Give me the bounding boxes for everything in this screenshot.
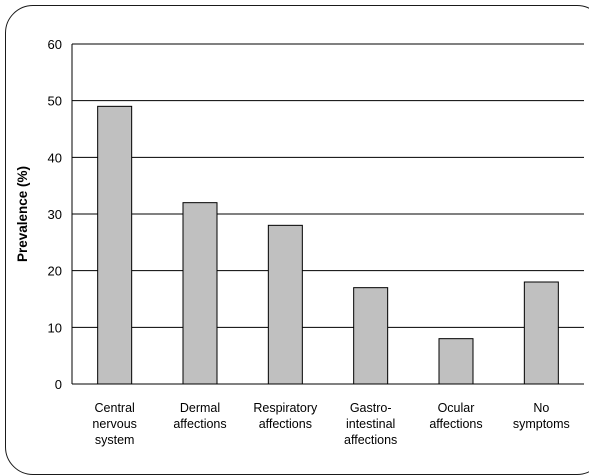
bar [182, 202, 218, 385]
category-labels: Central nervous system Dermal affections Resp… [92, 401, 569, 447]
category-label: affections [259, 417, 312, 431]
category-label: Respiratory [253, 401, 318, 415]
y-axis-title: Prevalence (%) [15, 166, 30, 262]
bar [438, 338, 474, 385]
bar [353, 287, 389, 385]
y-tick-label: 10 [48, 320, 62, 335]
bar-chart: 0 10 20 30 40 50 60 Central nervous system Dermal… [15, 37, 584, 447]
category-label: Central [95, 401, 135, 415]
category-label: nervous [92, 417, 136, 431]
bars [97, 105, 559, 385]
category-label: affections [429, 417, 482, 431]
category-label: affections [344, 433, 397, 447]
category-label: symptoms [513, 417, 570, 431]
category-label: system [95, 433, 135, 447]
y-tick-label: 0 [55, 377, 62, 392]
y-tick-label: 50 [48, 94, 62, 109]
y-tick-label: 40 [48, 150, 62, 165]
gridlines [72, 43, 584, 328]
category-label: intestinal [346, 417, 395, 431]
category-label: Dermal [180, 401, 220, 415]
category-label: affections [173, 417, 226, 431]
category-label: No [533, 401, 549, 415]
bar [97, 105, 133, 385]
y-tick-labels: 0 10 20 30 40 50 60 [48, 37, 62, 392]
y-tick-label: 60 [48, 37, 62, 52]
y-tick-label: 20 [48, 264, 62, 279]
y-tick-label: 30 [48, 207, 62, 222]
bar [523, 281, 559, 385]
category-label: Gastro- [350, 401, 392, 415]
bar [267, 224, 303, 385]
category-label: Ocular [438, 401, 475, 415]
